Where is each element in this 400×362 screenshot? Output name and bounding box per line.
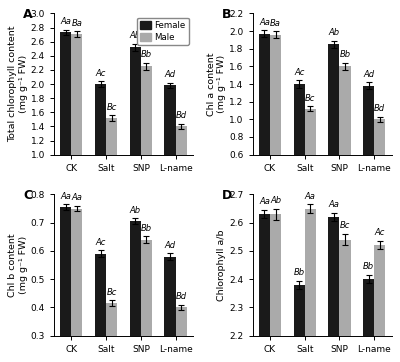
Bar bbox=[176, 126, 187, 225]
Text: D: D bbox=[222, 189, 232, 202]
Bar bbox=[294, 84, 305, 207]
Text: Bd: Bd bbox=[176, 292, 187, 301]
Text: Ab: Ab bbox=[328, 28, 340, 37]
Bar bbox=[164, 257, 176, 362]
Text: Bd: Bd bbox=[176, 111, 187, 120]
Text: Aa: Aa bbox=[60, 192, 71, 201]
Text: Ac: Ac bbox=[374, 228, 385, 237]
Text: Ad: Ad bbox=[164, 241, 176, 250]
Bar bbox=[374, 119, 385, 207]
Text: Ac: Ac bbox=[95, 238, 106, 247]
Text: Ba: Ba bbox=[72, 18, 82, 28]
Bar bbox=[71, 209, 82, 362]
Bar bbox=[71, 34, 82, 225]
Text: Bc: Bc bbox=[106, 288, 117, 297]
Y-axis label: Chl a content
(mg g⁻¹ FW): Chl a content (mg g⁻¹ FW) bbox=[207, 52, 226, 116]
Y-axis label: Chlorophyll a/b: Chlorophyll a/b bbox=[218, 229, 226, 301]
Text: Bb: Bb bbox=[141, 50, 152, 59]
Bar bbox=[130, 47, 141, 225]
Text: Ad: Ad bbox=[363, 70, 374, 79]
Bar bbox=[141, 66, 152, 225]
Text: Bb: Bb bbox=[363, 262, 374, 272]
Bar bbox=[141, 240, 152, 362]
Text: Aa: Aa bbox=[72, 193, 82, 202]
Bar bbox=[176, 307, 187, 362]
Text: Ab: Ab bbox=[270, 196, 281, 205]
Text: Aa: Aa bbox=[328, 200, 339, 209]
Text: Ac: Ac bbox=[95, 69, 106, 78]
Bar bbox=[270, 214, 281, 362]
Text: Ac: Ac bbox=[294, 68, 304, 77]
Bar bbox=[374, 245, 385, 362]
Bar bbox=[305, 109, 316, 207]
Text: Aa: Aa bbox=[259, 18, 270, 27]
Text: Bc: Bc bbox=[340, 222, 350, 231]
Text: Ad: Ad bbox=[164, 70, 176, 79]
Bar bbox=[130, 221, 141, 362]
Text: Bd: Bd bbox=[374, 104, 385, 113]
Bar bbox=[106, 118, 117, 225]
Bar bbox=[60, 33, 71, 225]
Bar bbox=[305, 209, 316, 362]
Bar bbox=[294, 285, 305, 362]
Bar bbox=[106, 303, 117, 362]
Bar bbox=[340, 240, 350, 362]
Text: Ab: Ab bbox=[130, 206, 141, 215]
Text: Bb: Bb bbox=[141, 224, 152, 233]
Text: Bc: Bc bbox=[305, 93, 316, 102]
Text: Aa: Aa bbox=[305, 192, 316, 201]
Text: Bc: Bc bbox=[106, 102, 117, 111]
Text: Bb: Bb bbox=[294, 268, 305, 277]
Text: B: B bbox=[222, 8, 232, 21]
Bar bbox=[363, 279, 374, 362]
Bar bbox=[328, 44, 340, 207]
Text: Bb: Bb bbox=[340, 50, 350, 59]
Legend: Female, Male: Female, Male bbox=[137, 18, 189, 45]
Bar bbox=[340, 66, 350, 207]
Text: A: A bbox=[23, 8, 33, 21]
Text: Ba: Ba bbox=[270, 18, 281, 28]
Y-axis label: Total chlorophyll content
(mg g⁻¹ FW): Total chlorophyll content (mg g⁻¹ FW) bbox=[8, 26, 28, 142]
Bar bbox=[328, 217, 340, 362]
Bar bbox=[60, 207, 71, 362]
Bar bbox=[363, 86, 374, 207]
Text: Aa: Aa bbox=[259, 197, 270, 206]
Text: Aa: Aa bbox=[60, 17, 71, 26]
Text: Ab: Ab bbox=[130, 31, 141, 40]
Bar bbox=[164, 85, 176, 225]
Bar bbox=[259, 214, 270, 362]
Text: C: C bbox=[23, 189, 32, 202]
Bar bbox=[95, 84, 106, 225]
Y-axis label: Chl b content
(mg g⁻¹ FW): Chl b content (mg g⁻¹ FW) bbox=[8, 233, 28, 297]
Bar bbox=[259, 34, 270, 207]
Bar bbox=[95, 254, 106, 362]
Bar bbox=[270, 35, 281, 207]
